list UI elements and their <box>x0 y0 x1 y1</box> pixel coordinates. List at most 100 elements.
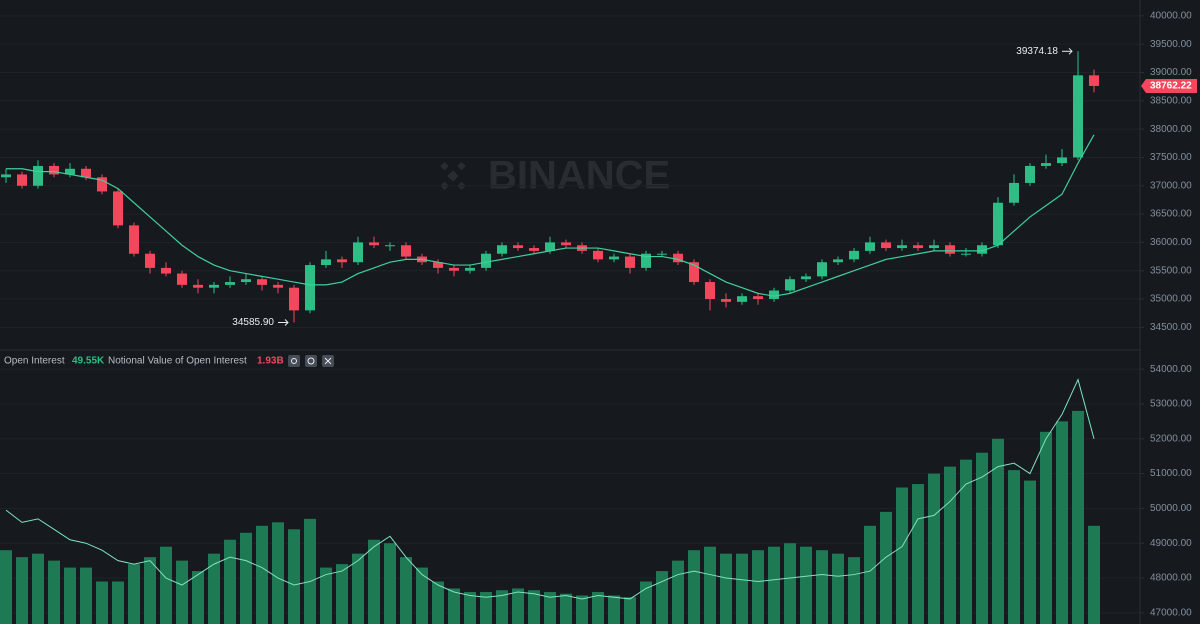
bar <box>352 553 364 624</box>
candle-body <box>673 253 683 263</box>
candle-body <box>705 282 715 300</box>
y-tick-label: 54000.00 <box>1150 364 1192 375</box>
candle-body <box>97 177 107 192</box>
bar <box>816 550 828 624</box>
y-tick-label: 36500.00 <box>1150 209 1192 220</box>
bar <box>512 588 524 624</box>
bar <box>176 560 188 624</box>
candle-body <box>337 259 347 263</box>
moving-average <box>6 134 1095 297</box>
bar <box>976 452 988 624</box>
bar <box>800 546 812 624</box>
candle-body <box>305 265 315 311</box>
last-price-label: 38762.22 <box>1150 81 1192 92</box>
candle-body <box>1057 157 1067 164</box>
candle-body <box>769 290 779 300</box>
line <box>5 378 1095 600</box>
candle-body <box>865 242 875 251</box>
candle-body <box>641 253 651 268</box>
bar <box>608 595 620 624</box>
candle-body <box>737 296 747 302</box>
candle-body <box>529 248 539 251</box>
bar <box>400 557 412 624</box>
bar <box>1056 421 1068 624</box>
bar <box>464 591 476 624</box>
candle-body <box>289 287 299 311</box>
bar <box>624 597 636 624</box>
bar <box>832 553 844 624</box>
bar <box>752 550 764 624</box>
candle-body <box>1073 75 1083 158</box>
bar <box>320 567 332 624</box>
bar <box>160 546 172 624</box>
gear-icon <box>307 357 315 365</box>
candle-body <box>257 279 267 285</box>
candle-body <box>625 256 635 268</box>
bar <box>288 529 300 624</box>
y-tick-label: 35500.00 <box>1150 265 1192 276</box>
bar <box>704 546 716 624</box>
y-tick-label: 48000.00 <box>1150 573 1192 584</box>
bar <box>688 550 700 624</box>
legend: Open Interest 49.55K Notional Value of O… <box>4 355 334 367</box>
bar <box>480 591 492 624</box>
watermark-text: BINANCE <box>488 154 670 198</box>
bar <box>720 553 732 624</box>
bar <box>736 553 748 624</box>
candle-body <box>977 245 987 254</box>
bar <box>528 590 540 624</box>
bar <box>272 522 284 624</box>
candle-body <box>129 225 139 254</box>
bar <box>592 591 604 624</box>
y-tick-label: 38000.00 <box>1150 124 1192 135</box>
candle-body <box>65 168 75 175</box>
bar <box>784 543 796 624</box>
candle-body <box>1041 163 1051 166</box>
bar <box>656 571 668 624</box>
candle-body <box>609 256 619 260</box>
candle-body <box>449 267 459 271</box>
candle-body <box>785 279 795 291</box>
bar <box>640 581 652 624</box>
candle-body <box>49 165 59 175</box>
candle-body <box>993 202 1003 246</box>
close-icon <box>324 357 332 365</box>
candle-body <box>177 273 187 285</box>
candle-body <box>17 174 27 186</box>
y-tick-label: 37500.00 <box>1150 152 1192 163</box>
bar <box>1072 410 1084 624</box>
bar <box>48 560 60 624</box>
legend-value: 1.93B <box>257 356 284 367</box>
bar <box>384 543 396 624</box>
bar <box>880 511 892 624</box>
bar <box>560 593 572 624</box>
candle-body <box>753 296 763 300</box>
candle-body <box>273 284 283 288</box>
settings-button[interactable] <box>305 355 317 367</box>
y-tick-label: 39000.00 <box>1150 67 1192 78</box>
annotation-label: 39374.18 <box>1016 46 1058 57</box>
y-tick-label: 36000.00 <box>1150 237 1192 248</box>
bar <box>1040 431 1052 624</box>
candle-body <box>913 245 923 249</box>
bar <box>64 567 76 624</box>
candle-body <box>513 245 523 249</box>
bar <box>944 466 956 624</box>
legend-label: Open Interest <box>4 356 65 367</box>
candle-body <box>1025 165 1035 183</box>
bar <box>496 590 508 624</box>
candle-body <box>881 242 891 249</box>
candle-body <box>385 245 395 247</box>
candle-body <box>481 253 491 268</box>
candle-body <box>897 245 907 249</box>
candle-body <box>353 242 363 263</box>
legend-value: 49.55K <box>72 356 105 367</box>
candle-body <box>225 282 235 285</box>
candle-body <box>209 284 219 288</box>
plot <box>0 15 1140 624</box>
toggle-visibility[interactable] <box>288 355 300 367</box>
candle-body <box>545 242 555 251</box>
bar <box>128 564 140 624</box>
bar <box>992 438 1004 624</box>
